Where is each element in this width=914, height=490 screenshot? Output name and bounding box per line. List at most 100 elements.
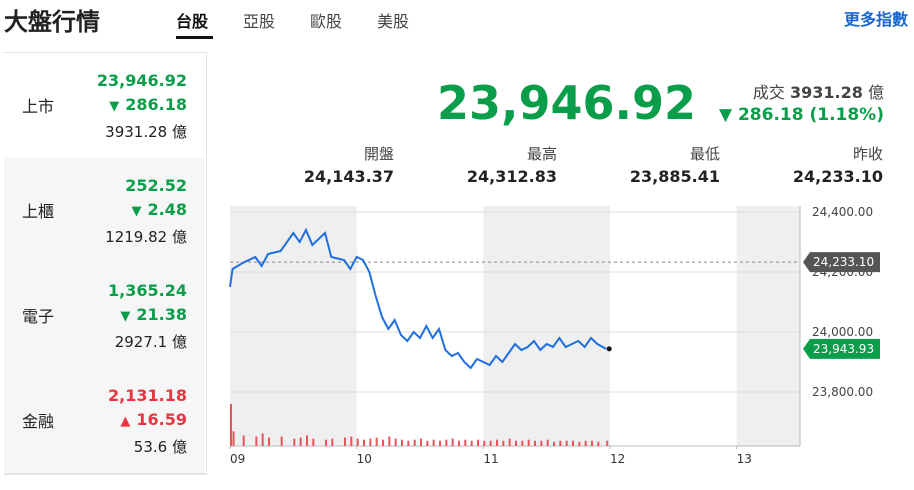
volume-bar bbox=[508, 438, 511, 446]
market-turnover: 53.6 億 bbox=[134, 436, 187, 457]
volume-bar bbox=[242, 435, 245, 446]
shaded-band bbox=[483, 206, 610, 446]
volume-bar bbox=[363, 439, 365, 446]
volume-bar bbox=[369, 438, 372, 446]
turnover: 成交 3931.28 億 bbox=[753, 79, 884, 103]
volume-bar bbox=[540, 440, 543, 446]
tab[interactable]: 台股 bbox=[176, 12, 209, 31]
turnover-unit: 億 bbox=[171, 333, 187, 351]
volume-bar bbox=[591, 440, 593, 446]
change-value: 16.59 bbox=[136, 410, 187, 429]
stat-value: 24,143.37 bbox=[303, 167, 394, 186]
y-tick-label: 24,000.00 bbox=[812, 325, 873, 339]
volume-bar bbox=[325, 439, 327, 446]
volume-bar bbox=[382, 439, 384, 446]
arrow: ▼ bbox=[109, 99, 120, 114]
volume-bar bbox=[445, 439, 448, 446]
volume-bar bbox=[553, 441, 555, 446]
volume-bar bbox=[344, 437, 346, 446]
volume-bar bbox=[534, 440, 536, 446]
volume-bar bbox=[477, 439, 479, 446]
stat-label: 開盤 bbox=[363, 145, 394, 163]
volume-bar bbox=[432, 439, 435, 446]
volume-bar bbox=[350, 436, 353, 446]
price-line bbox=[229, 227, 607, 370]
volume-bar bbox=[464, 439, 467, 446]
market-price: 1,365.24 bbox=[108, 281, 187, 300]
market-change: ▼ 2.48 bbox=[132, 200, 187, 219]
market-change: ▲ 16.59 bbox=[120, 410, 187, 429]
tab[interactable]: 歐股 bbox=[310, 12, 343, 31]
turnover-unit: 億 bbox=[867, 83, 884, 102]
change-value: 21.38 bbox=[136, 305, 187, 324]
volume-bar bbox=[572, 440, 574, 446]
volume-bar bbox=[451, 438, 454, 446]
x-tick-label: 12 bbox=[610, 452, 625, 466]
volume-bar bbox=[496, 439, 498, 446]
shaded-band bbox=[230, 206, 357, 446]
volume-bar bbox=[293, 438, 296, 446]
volume-bar bbox=[439, 440, 441, 446]
turnover-unit: 億 bbox=[171, 228, 187, 246]
volume-bar bbox=[401, 439, 403, 446]
volume-bar bbox=[388, 436, 391, 446]
change-value: 2.48 bbox=[147, 200, 187, 219]
turnover-value: 1219.82 bbox=[105, 228, 168, 246]
turnover-unit: 億 bbox=[171, 438, 187, 456]
volume-bar bbox=[426, 440, 429, 446]
volume-bar bbox=[331, 438, 334, 446]
tab[interactable]: 亞股 bbox=[243, 12, 276, 31]
market-name: 電子 bbox=[22, 307, 55, 326]
turnover-value: 53.6 bbox=[133, 438, 168, 456]
turnover-label: 成交 bbox=[752, 83, 785, 102]
market-row: 電子 1,365.24 ▼ 21.38 2927.1 億 bbox=[4, 263, 205, 369]
market-name: 金融 bbox=[22, 412, 55, 431]
volume-bar bbox=[515, 440, 517, 446]
main-change: ▼ 286.18 (1.18%) bbox=[719, 105, 884, 125]
x-tick-label: 09 bbox=[230, 452, 245, 466]
market-change: ▼ 21.38 bbox=[120, 305, 187, 324]
volume-bar bbox=[312, 438, 315, 446]
volume-bar bbox=[483, 440, 486, 446]
market-price: 23,946.92 bbox=[96, 71, 187, 90]
volume-bar bbox=[458, 440, 460, 446]
arrow: ▼ bbox=[120, 309, 131, 324]
volume-bar bbox=[470, 440, 473, 446]
volume-bar bbox=[356, 438, 359, 446]
market-row: 上櫃 252.52 ▼ 2.48 1219.82 億 bbox=[4, 158, 205, 264]
market-price: 2,131.18 bbox=[108, 386, 187, 405]
volume-bar bbox=[489, 440, 492, 446]
more-link[interactable]: 更多指數 bbox=[843, 10, 908, 29]
volume-bar bbox=[502, 440, 505, 446]
last-price-label: 23,943.93 bbox=[813, 342, 874, 356]
market-change: ▼ 286.18 bbox=[109, 95, 187, 114]
market-price: 252.52 bbox=[125, 176, 187, 195]
volume-bar bbox=[407, 440, 410, 446]
tab[interactable]: 美股 bbox=[377, 12, 410, 31]
main-price: 23,946.92 bbox=[437, 76, 696, 130]
arrow: ▲ bbox=[120, 414, 131, 429]
volume-bar bbox=[546, 439, 549, 446]
change-value: 286.18 (1.18%) bbox=[737, 105, 884, 125]
last-price-label-box bbox=[803, 338, 880, 359]
x-tick-label: 11 bbox=[483, 452, 498, 466]
arrow: ▼ bbox=[718, 105, 733, 125]
market-name: 上櫃 bbox=[22, 202, 55, 221]
volume-bar bbox=[559, 440, 562, 446]
stat-value: 24,312.83 bbox=[466, 167, 557, 186]
volume-bar bbox=[420, 438, 422, 446]
volume-bar bbox=[299, 437, 302, 446]
volume-bar bbox=[232, 431, 235, 446]
market-row: 上市 23,946.92 ▼ 286.18 3931.28 億 bbox=[4, 53, 205, 159]
reference-label-box bbox=[803, 252, 880, 273]
x-tick-label: 13 bbox=[737, 452, 752, 466]
tab-underline bbox=[176, 36, 213, 39]
volume-bar bbox=[584, 440, 587, 446]
stat-label: 最低 bbox=[689, 145, 720, 163]
volume-bar bbox=[230, 404, 232, 446]
volume-bar bbox=[394, 438, 397, 446]
change-value: 286.18 bbox=[125, 95, 187, 114]
volume-bar bbox=[261, 433, 264, 446]
turnover-value: 3931.28 bbox=[105, 123, 168, 141]
